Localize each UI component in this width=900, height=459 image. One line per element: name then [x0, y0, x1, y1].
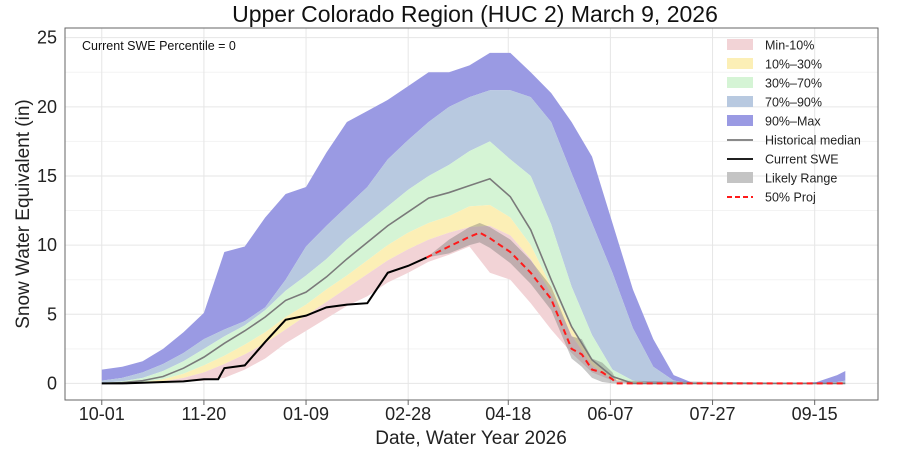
x-axis-ticks: 10-01 11-20 01-09 02-28 04-18 06-07 07-27 09-15: [79, 400, 838, 424]
likely-range-band: [426, 222, 846, 384]
percentile-annotation: Current SWE Percentile = 0: [82, 39, 236, 53]
y-tick-label: 20: [37, 97, 57, 117]
legend-label: Historical median: [765, 134, 861, 148]
x-tick-label: 01-09: [283, 404, 329, 424]
legend-item: 50% Proj: [727, 191, 816, 205]
legend-label: 90%–Max: [765, 115, 821, 129]
plot-frame: [64, 27, 879, 401]
projection-50-line: [426, 231, 846, 385]
legend-label: Min-10%: [765, 39, 814, 53]
band-70-90: [101, 90, 846, 384]
x-tick-label: 11-20: [182, 404, 227, 424]
legend-item: Min-10%: [727, 39, 814, 53]
y-tick-label: 0: [47, 373, 57, 393]
legend-item: Likely Range: [727, 172, 837, 186]
x-tick-label: 07-27: [690, 404, 736, 424]
series-lines: [101, 177, 846, 385]
legend-swatch: [727, 115, 753, 126]
legend-swatch: [727, 58, 753, 69]
chart-title: Upper Colorado Region (HUC 2) March 9, 2…: [232, 1, 718, 27]
legend-swatch: [727, 96, 753, 107]
x-tick-label: 06-07: [587, 404, 633, 424]
legend-item: 70%–90%: [727, 96, 822, 110]
y-tick-label: 25: [37, 28, 57, 48]
x-tick-label: 10-01: [79, 404, 125, 424]
current-swe-line: [101, 256, 427, 385]
legend-label: Current SWE: [765, 153, 839, 167]
percentile-bands: [101, 52, 846, 384]
legend-item: Historical median: [727, 134, 861, 148]
legend-item: 10%–30%: [727, 58, 822, 72]
legend-item: 30%–70%: [727, 77, 822, 91]
legend-item: Current SWE: [727, 153, 839, 167]
legend-swatch: [727, 39, 753, 50]
legend-label: Likely Range: [765, 172, 837, 186]
band-30-70: [101, 141, 846, 384]
y-tick-label: 5: [47, 304, 57, 324]
legend-label: 10%–30%: [765, 58, 822, 72]
legend-label: 50% Proj: [765, 191, 816, 205]
legend-swatch: [727, 77, 753, 88]
y-tick-label: 15: [37, 166, 57, 186]
legend-label: 70%–90%: [765, 96, 822, 110]
legend: Min-10% 10%–30% 30%–70% 70%–90% 90%–Max Histo…: [727, 39, 861, 205]
legend-item: 90%–Max: [727, 115, 821, 129]
x-axis-label: Date, Water Year 2026: [375, 428, 567, 449]
y-tick-label: 10: [37, 235, 57, 255]
x-tick-label: 02-28: [385, 404, 431, 424]
legend-swatch: [727, 172, 753, 183]
x-tick-label: 09-15: [792, 404, 838, 424]
y-axis-label: Snow Water Equivalent (in): [13, 99, 34, 329]
y-axis-ticks: 0 5 10 15 20 25: [37, 28, 57, 394]
legend-label: 30%–70%: [765, 77, 822, 91]
band-90-max: [101, 52, 846, 384]
x-tick-label: 04-18: [485, 404, 531, 424]
